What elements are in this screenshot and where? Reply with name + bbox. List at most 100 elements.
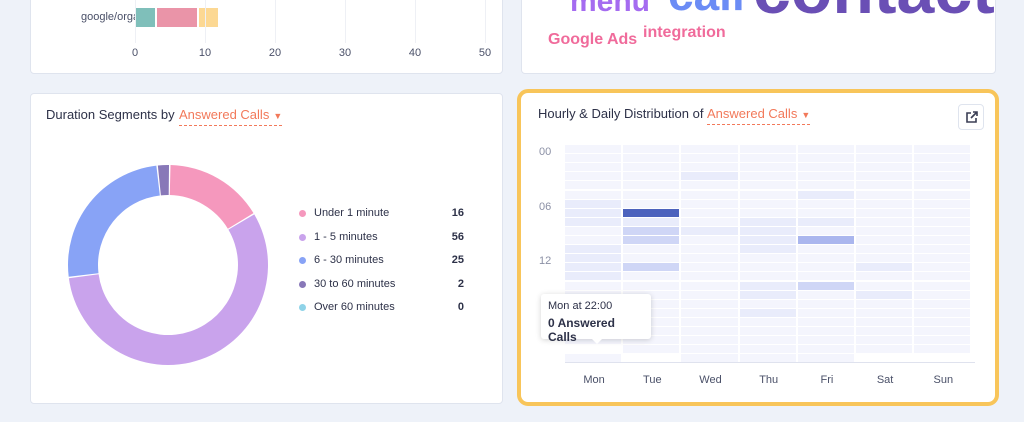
heatmap-cell[interactable] <box>565 236 622 244</box>
heatmap-cell[interactable] <box>739 181 796 190</box>
heatmap-cell[interactable] <box>797 327 854 335</box>
heatmap-cell[interactable] <box>914 263 971 272</box>
heatmap-cell[interactable] <box>681 327 738 335</box>
heatmap-cell[interactable] <box>797 254 854 263</box>
heatmap-cell[interactable] <box>565 281 622 290</box>
heatmap-cell[interactable] <box>739 345 796 354</box>
heatmap-cell[interactable] <box>856 226 913 235</box>
heatmap-cell[interactable] <box>623 217 680 226</box>
heatmap-cell[interactable] <box>681 163 738 172</box>
bar-segment[interactable] <box>199 8 218 27</box>
heatmap-cell[interactable] <box>797 226 854 235</box>
heatmap-cell[interactable] <box>856 281 913 290</box>
heatmap-cell[interactable] <box>856 327 913 335</box>
heatmap-cell[interactable] <box>797 272 854 281</box>
heatmap-cell[interactable] <box>914 245 971 254</box>
heatmap-cell[interactable] <box>739 163 796 172</box>
heatmap-cell[interactable] <box>856 236 913 244</box>
heatmap-cell[interactable] <box>914 290 971 299</box>
heatmap-cell[interactable] <box>797 290 854 299</box>
heatmap-cell[interactable] <box>739 190 796 199</box>
heatmap-cell[interactable] <box>681 154 738 163</box>
heatmap-cell[interactable] <box>565 354 622 363</box>
heatmap-cell[interactable] <box>797 154 854 163</box>
heatmap-cell[interactable] <box>739 272 796 281</box>
word[interactable]: call <box>668 0 745 17</box>
heatmap-cell[interactable] <box>914 154 971 163</box>
heatmap-cell[interactable] <box>739 154 796 163</box>
donut-slice[interactable] <box>169 165 254 229</box>
heatmap-cell[interactable] <box>623 327 680 335</box>
heatmap-cell[interactable] <box>739 245 796 254</box>
heatmap-cell[interactable] <box>681 217 738 226</box>
heatmap-cell[interactable] <box>739 354 796 363</box>
bar-segment[interactable] <box>157 8 197 27</box>
heatmap-cell[interactable] <box>797 345 854 354</box>
heatmap-cell[interactable] <box>681 145 738 153</box>
heatmap-cell[interactable] <box>914 217 971 226</box>
heatmap-cell[interactable] <box>681 354 738 363</box>
heatmap-cell[interactable] <box>739 263 796 272</box>
heatmap-cell[interactable] <box>914 163 971 172</box>
heatmap-cell[interactable] <box>739 226 796 235</box>
heatmap-cell[interactable] <box>681 308 738 317</box>
heatmap-cell[interactable] <box>681 290 738 299</box>
heatmap-cell[interactable] <box>623 145 680 153</box>
heatmap-cell[interactable] <box>565 272 622 281</box>
heatmap-cell[interactable] <box>797 172 854 181</box>
heatmap-cell[interactable] <box>914 145 971 153</box>
heatmap-cell[interactable] <box>797 163 854 172</box>
heatmap-cell[interactable] <box>856 317 913 326</box>
heatmap-cell[interactable] <box>681 336 738 345</box>
heatmap-cell[interactable] <box>797 317 854 326</box>
heatmap-cell[interactable] <box>739 327 796 335</box>
heatmap-cell[interactable] <box>565 254 622 263</box>
heatmap-cell[interactable] <box>797 217 854 226</box>
heatmap-cell[interactable] <box>856 145 913 153</box>
donut-slice[interactable] <box>68 214 268 365</box>
heatmap-cell[interactable] <box>565 163 622 172</box>
heatmap-cell[interactable] <box>914 254 971 263</box>
word[interactable]: contact <box>753 0 995 24</box>
heatmap-cell[interactable] <box>623 245 680 254</box>
heatmap-cell[interactable] <box>681 172 738 181</box>
heatmap-cell[interactable] <box>914 199 971 208</box>
heatmap-cell[interactable] <box>623 345 680 354</box>
heatmap-cell[interactable] <box>623 226 680 235</box>
heatmap-cell[interactable] <box>623 272 680 281</box>
heatmap-cell[interactable] <box>681 254 738 263</box>
heatmap-cell[interactable] <box>565 154 622 163</box>
heatmap-cell[interactable] <box>739 236 796 244</box>
heatmap-cell[interactable] <box>565 263 622 272</box>
heatmap-cell[interactable] <box>797 199 854 208</box>
heatmap-cell[interactable] <box>623 290 680 299</box>
heatmap-cell[interactable] <box>739 199 796 208</box>
heatmap-cell[interactable] <box>681 226 738 235</box>
heatmap-cell[interactable] <box>681 208 738 217</box>
metric-dropdown[interactable]: Answered Calls ▼ <box>179 107 283 126</box>
heatmap-cell[interactable] <box>565 208 622 217</box>
heatmap-cell[interactable] <box>739 172 796 181</box>
heatmap-cell[interactable] <box>914 281 971 290</box>
heatmap-cell[interactable] <box>623 172 680 181</box>
heatmap-cell[interactable] <box>681 299 738 308</box>
heatmap-cell[interactable] <box>565 190 622 199</box>
heatmap-cell[interactable] <box>739 208 796 217</box>
heatmap-cell[interactable] <box>856 172 913 181</box>
word[interactable]: Google Ads <box>548 31 638 48</box>
heatmap-cell[interactable] <box>856 181 913 190</box>
heatmap-cell[interactable] <box>739 290 796 299</box>
heatmap-cell[interactable] <box>856 272 913 281</box>
heatmap-cell[interactable] <box>914 345 971 354</box>
heatmap-cell[interactable] <box>623 208 680 217</box>
heatmap-cell[interactable] <box>565 199 622 208</box>
open-external-button[interactable] <box>958 104 984 130</box>
heatmap-cell[interactable] <box>914 190 971 199</box>
heatmap-cell[interactable] <box>914 308 971 317</box>
heatmap-cell[interactable] <box>914 226 971 235</box>
heatmap-cell[interactable] <box>565 226 622 235</box>
heatmap-cell[interactable] <box>797 245 854 254</box>
heatmap-cell[interactable] <box>856 308 913 317</box>
heatmap-cell[interactable] <box>797 336 854 345</box>
heatmap-cell[interactable] <box>797 190 854 199</box>
